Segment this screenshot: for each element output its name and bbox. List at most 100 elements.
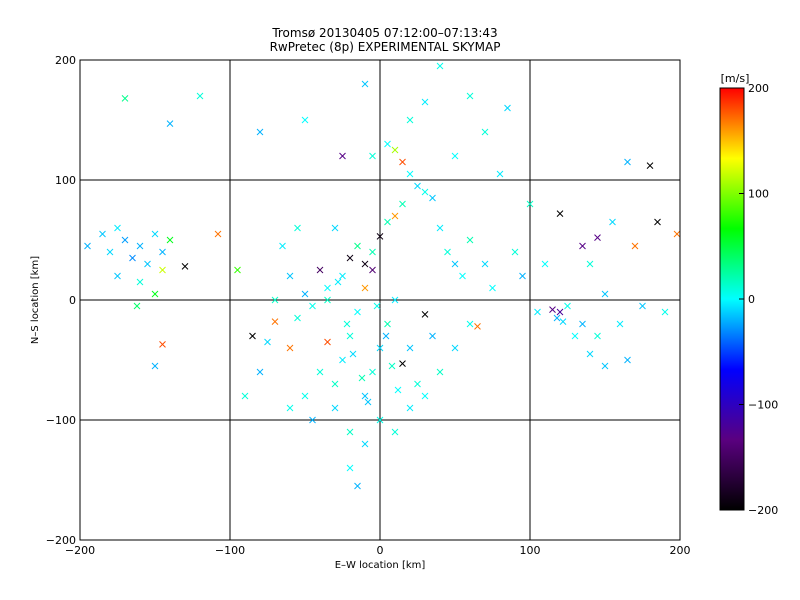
- data-point: [136, 242, 144, 250]
- data-point: [511, 248, 519, 256]
- data-point: [436, 224, 444, 232]
- data-point: [129, 254, 136, 262]
- data-point: [354, 242, 361, 250]
- data-point: [373, 302, 381, 310]
- data-point: [136, 278, 144, 286]
- data-point: [369, 266, 376, 274]
- data-point: [586, 350, 594, 358]
- data-point: [399, 158, 406, 166]
- data-point: [279, 242, 286, 250]
- x-tick-label: 200: [670, 544, 691, 557]
- data-point: [519, 272, 526, 280]
- data-point: [594, 234, 601, 241]
- data-point: [399, 200, 406, 208]
- data-point: [196, 92, 204, 100]
- y-tick-label: 0: [69, 294, 76, 307]
- colorbar-ticks: −200 −100 0 100 200: [739, 82, 778, 517]
- data-point: [339, 152, 346, 160]
- data-point: [214, 230, 222, 238]
- data-point: [354, 482, 361, 490]
- data-point: [639, 302, 646, 310]
- data-point: [654, 218, 661, 226]
- y-tick-label: −100: [46, 414, 76, 427]
- y-tick-label: 200: [55, 54, 76, 67]
- data-point: [594, 332, 601, 340]
- data-point: [474, 323, 481, 330]
- data-point: [601, 290, 609, 298]
- data-point: [286, 344, 294, 352]
- data-point: [84, 242, 91, 250]
- data-point: [286, 404, 294, 412]
- data-point: [394, 386, 402, 394]
- data-point: [346, 464, 354, 472]
- data-point: [361, 260, 369, 268]
- data-point: [361, 80, 369, 88]
- x-ticks: −200 −100 0 100 200: [65, 60, 691, 557]
- data-point: [384, 218, 391, 226]
- data-point: [624, 158, 631, 166]
- data-point: [376, 233, 384, 240]
- data-point: [406, 344, 414, 352]
- data-point: [384, 320, 391, 328]
- colorbar-tick-label: −100: [748, 399, 778, 412]
- data-point: [361, 440, 369, 448]
- x-tick-label: −200: [65, 544, 95, 557]
- data-point: [579, 320, 586, 328]
- data-point: [339, 272, 346, 280]
- data-point: [429, 332, 436, 340]
- data-point: [361, 284, 369, 292]
- colorbar-tick-label: 100: [748, 188, 769, 201]
- data-point: [114, 224, 121, 232]
- data-point: [256, 368, 264, 376]
- data-point: [631, 242, 639, 250]
- data-point: [334, 278, 342, 286]
- data-point: [309, 302, 316, 310]
- data-point: [673, 230, 681, 238]
- colorbar-tick-label: −200: [748, 504, 778, 517]
- data-point: [559, 318, 567, 325]
- data-point: [106, 248, 114, 256]
- data-point: [391, 146, 399, 154]
- data-point: [346, 428, 354, 436]
- data-point: [382, 332, 390, 340]
- data-point: [159, 266, 166, 274]
- data-point: [436, 368, 444, 376]
- data-point: [133, 302, 141, 310]
- data-point: [609, 218, 616, 226]
- data-point: [661, 308, 669, 316]
- data-point: [301, 290, 309, 298]
- data-point: [316, 266, 324, 274]
- y-tick-label: −200: [46, 534, 76, 547]
- data-point: [624, 356, 631, 364]
- data-point: [301, 116, 309, 124]
- data-point: [586, 260, 594, 268]
- data-point: [376, 344, 384, 352]
- data-point: [399, 360, 406, 367]
- data-point: [349, 350, 357, 358]
- data-point: [496, 170, 504, 178]
- grid: [80, 60, 680, 540]
- data-point: [358, 374, 366, 382]
- data-point: [549, 306, 556, 313]
- data-point: [436, 62, 444, 70]
- data-point: [369, 368, 376, 376]
- data-point: [451, 152, 459, 160]
- data-point: [324, 338, 331, 346]
- data-point: [384, 140, 391, 148]
- data-point: [361, 392, 369, 400]
- chart-title: Tromsø 20130405 07:12:00–07:13:43: [271, 26, 497, 40]
- data-point: [241, 392, 249, 400]
- chart-subtitle: RwPretec (8p) EXPERIMENTAL SKYMAP: [270, 40, 501, 54]
- x-tick-label: 100: [520, 544, 541, 557]
- data-point: [556, 308, 564, 316]
- data-point: [504, 104, 511, 112]
- data-point: [421, 188, 429, 196]
- y-tick-label: 100: [55, 174, 76, 187]
- data-point: [324, 284, 331, 292]
- data-point: [309, 416, 316, 424]
- data-point: [114, 272, 121, 280]
- data-point: [556, 210, 564, 217]
- data-point: [616, 320, 624, 328]
- data-point: [391, 428, 399, 436]
- data-point: [331, 224, 339, 232]
